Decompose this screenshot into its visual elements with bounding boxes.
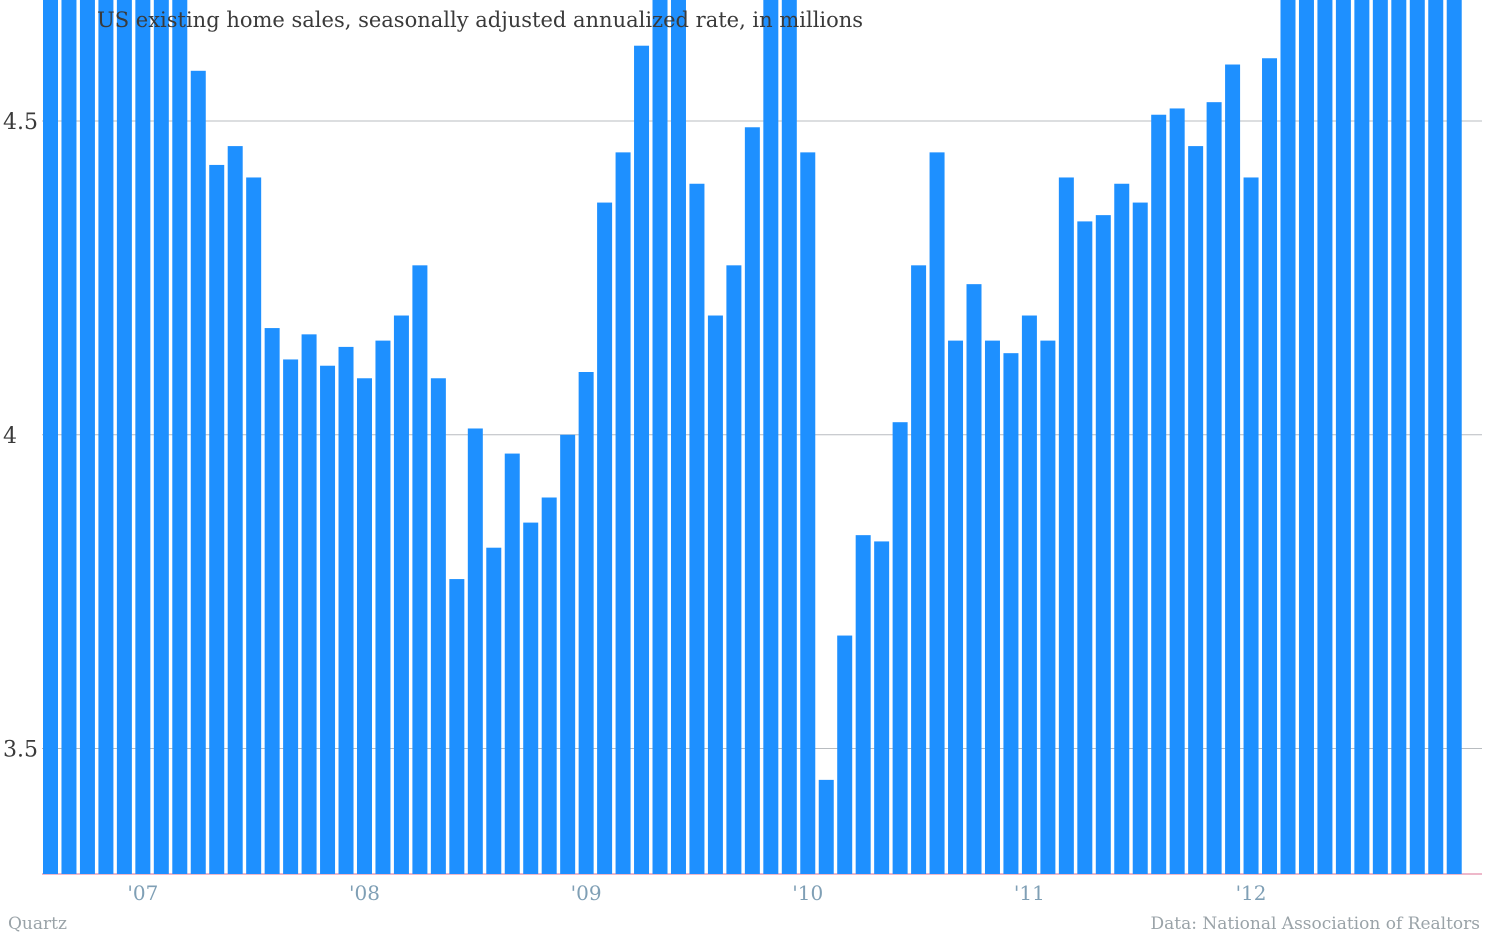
bar: [837, 635, 853, 874]
bars: [43, 0, 1462, 875]
bar: [375, 340, 391, 874]
bar: [430, 378, 446, 874]
bar: [892, 422, 908, 874]
bar: [1021, 315, 1037, 874]
bar: [1225, 64, 1241, 874]
bar: [818, 779, 834, 874]
bar: [984, 340, 1000, 874]
bar: [615, 152, 631, 874]
bar: [412, 265, 428, 875]
bar: [1188, 146, 1204, 875]
bar: [1077, 221, 1093, 874]
bar: [597, 202, 613, 874]
bar: [227, 146, 243, 875]
bar: [1428, 0, 1444, 875]
x-tick-label: '10: [792, 881, 823, 905]
bar: [578, 372, 594, 874]
bar: [911, 265, 927, 875]
bar: [652, 0, 668, 875]
bar: [135, 0, 151, 875]
bar: [781, 0, 797, 875]
bar: [744, 127, 760, 874]
bar: [1151, 114, 1167, 875]
bar: [153, 0, 169, 875]
bar: [1317, 0, 1333, 875]
x-axis-tick-labels: '07 '08 '09 '10 '11 '12: [127, 881, 1266, 905]
bar: [209, 164, 225, 874]
legend: US existing home sales, seasonally adjus…: [63, 7, 863, 32]
y-tick-label: 4.5: [3, 110, 38, 135]
bar: [1243, 177, 1259, 875]
bar: [467, 428, 483, 874]
gridlines: [42, 120, 1482, 875]
bar: [1169, 108, 1185, 874]
bar: [634, 45, 650, 874]
bar: [98, 0, 114, 874]
bar: [1372, 0, 1388, 874]
bar: [1114, 183, 1130, 874]
footer-credit: Quartz: [8, 914, 67, 934]
bar: [283, 359, 299, 874]
y-tick-label: 3.5: [3, 738, 38, 763]
footer-source: Data: National Association of Realtors: [1151, 914, 1481, 934]
bar: [61, 0, 77, 874]
y-axis-tick-labels: 3.544.555.56: [3, 110, 38, 763]
bar: [855, 535, 871, 874]
bar: [301, 334, 317, 875]
y-tick-label: 4: [3, 424, 17, 449]
x-tick-label: '08: [349, 881, 380, 905]
bar: [172, 0, 188, 874]
bar: [523, 522, 539, 874]
bar: [449, 579, 465, 874]
bar: [1280, 0, 1296, 874]
x-tick-label: '07: [127, 881, 158, 905]
bar: [79, 0, 95, 875]
bar: [1095, 215, 1111, 874]
bar: [246, 177, 262, 875]
bar: [356, 378, 372, 874]
legend-swatch: [63, 7, 72, 27]
bar: [393, 315, 409, 874]
bar: [1040, 340, 1056, 874]
x-tick-label: '11: [1014, 881, 1045, 905]
bar: [1003, 353, 1019, 874]
bar: [689, 183, 705, 874]
bar: [504, 453, 520, 874]
bar: [43, 0, 58, 874]
bar: [966, 284, 982, 874]
bar: [1335, 0, 1351, 875]
bar: [800, 152, 816, 874]
bar: [190, 70, 206, 875]
bar: [1446, 0, 1462, 874]
bar: [1354, 0, 1370, 874]
bar: [726, 265, 742, 875]
bar: [1409, 0, 1425, 874]
bar: [670, 0, 686, 874]
bar: [763, 0, 779, 874]
bar: [264, 328, 280, 874]
bar: [320, 365, 336, 874]
bar: [486, 547, 502, 874]
bar: [948, 340, 964, 874]
bar: [1262, 58, 1278, 874]
x-tick-label: '12: [1236, 881, 1267, 905]
bar: [1206, 102, 1222, 875]
bar: [929, 152, 945, 874]
legend-label: US existing home sales, seasonally adjus…: [97, 8, 863, 32]
bar: [338, 346, 354, 874]
bar: [560, 434, 576, 874]
bar: [1132, 202, 1148, 874]
bar: [1058, 177, 1074, 875]
bar: [116, 0, 132, 875]
bar: [1391, 0, 1407, 874]
bar: [541, 497, 557, 874]
bar: [707, 315, 723, 874]
x-tick-label: '09: [571, 881, 602, 905]
bar: [874, 541, 890, 874]
bar: [1298, 0, 1314, 875]
